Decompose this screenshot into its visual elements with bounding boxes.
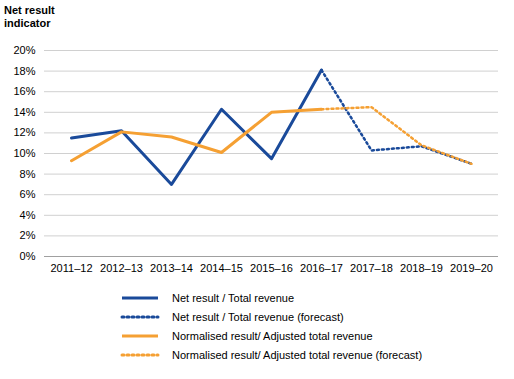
svg-text:6%: 6% bbox=[20, 188, 36, 200]
svg-text:2017–18: 2017–18 bbox=[350, 262, 393, 274]
svg-text:12%: 12% bbox=[13, 126, 35, 138]
svg-text:8%: 8% bbox=[20, 168, 36, 180]
svg-text:2011–12: 2011–12 bbox=[50, 262, 92, 274]
svg-text:10%: 10% bbox=[13, 147, 35, 159]
html-text:Normalised result/ Adjusted to: Normalised result/ Adjusted total revenu… bbox=[172, 348, 423, 361]
svg-text:2016–17: 2016–17 bbox=[300, 262, 343, 274]
svg-text:2018–19: 2018–19 bbox=[400, 262, 443, 274]
svg-text:2015–16: 2015–16 bbox=[250, 262, 293, 274]
html-text:Net result / Total revenue: Net result / Total revenue bbox=[172, 291, 295, 304]
svg-text:14%: 14% bbox=[13, 106, 35, 118]
svg-text:2019–20: 2019–20 bbox=[450, 262, 493, 274]
svg-text:2013–14: 2013–14 bbox=[150, 262, 193, 274]
svg-text:16%: 16% bbox=[13, 85, 35, 97]
html-text:Normalised result/ Adjusted to: Normalised result/ Adjusted total revenu… bbox=[172, 329, 373, 342]
svg-text:0%: 0% bbox=[20, 250, 36, 262]
svg-text:4%: 4% bbox=[20, 209, 36, 221]
html-text:Net result indicator: Net result indicator bbox=[4, 4, 55, 29]
html-text:Net result / Total revenue (fo: Net result / Total revenue (forecast) bbox=[172, 310, 344, 323]
svg-text:20%: 20% bbox=[13, 44, 35, 56]
svg-text:2012–13: 2012–13 bbox=[100, 262, 143, 274]
svg-text:18%: 18% bbox=[13, 65, 35, 77]
svg-text:2%: 2% bbox=[20, 229, 36, 241]
svg-text:2014–15: 2014–15 bbox=[200, 262, 243, 274]
